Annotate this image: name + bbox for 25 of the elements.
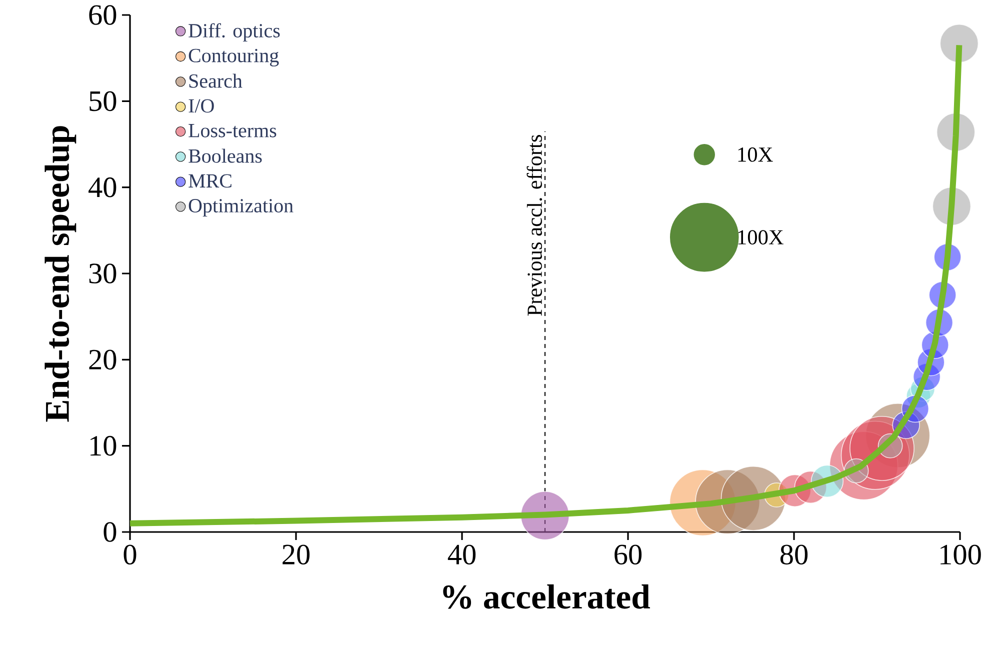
legend-label: Diff. optics [188, 23, 280, 42]
legend-label: I/O [188, 99, 214, 113]
legend-label: 10X [738, 147, 773, 162]
legend-label: Booleans [188, 148, 262, 163]
x-tick-label: 20 [282, 544, 310, 565]
y-axis-title: End-to-end speedup [44, 126, 76, 422]
x-tick-label: 0 [124, 544, 136, 565]
y-tick-label: 10 [90, 436, 116, 456]
y-tick-label: 20 [89, 350, 116, 370]
y-tick-label: 40 [88, 177, 116, 198]
y-tick-label: 0 [104, 522, 116, 542]
ref-line-label: Previous accl. efforts [526, 135, 542, 316]
y-tick-label: 60 [89, 5, 116, 25]
legend-label: Loss-terms [188, 124, 276, 138]
legend-label: Optimization [188, 199, 294, 217]
y-tick-label: 50 [90, 91, 116, 112]
x-tick-label: 60 [614, 544, 642, 565]
x-axis-title: % accelerated [443, 584, 650, 609]
x-tick-label: 40 [448, 544, 476, 565]
x-tick-label: 100 [940, 544, 981, 565]
legend-label: Contouring [188, 48, 279, 66]
x-tick-label: 80 [780, 544, 808, 565]
legend-label: Search [189, 74, 242, 88]
legend-label: MRC [188, 174, 232, 188]
y-tick-label: 30 [89, 264, 116, 284]
